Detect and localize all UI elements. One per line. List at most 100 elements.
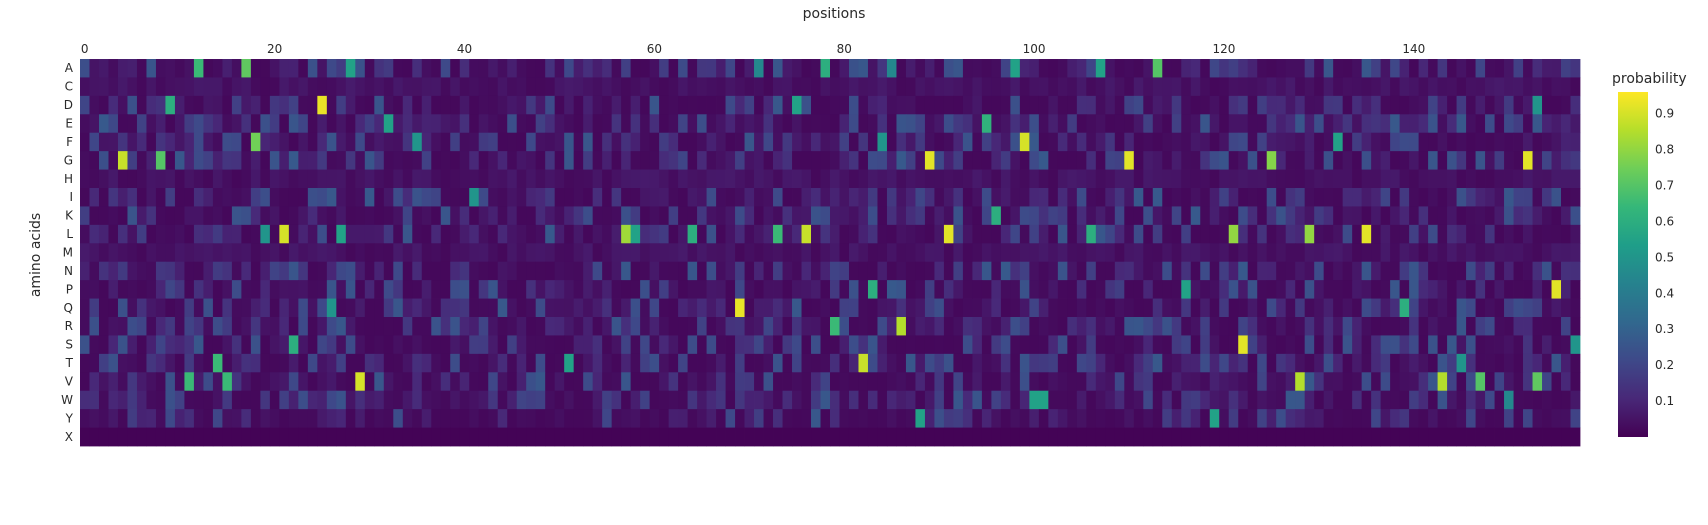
heatmap-cell bbox=[830, 280, 840, 299]
heatmap-cell bbox=[659, 261, 669, 281]
heatmap-cell bbox=[830, 353, 840, 373]
heatmap-cell bbox=[905, 95, 916, 115]
heatmap-cell bbox=[516, 132, 527, 152]
heatmap-cell bbox=[1399, 59, 1410, 78]
heatmap-cell bbox=[1067, 243, 1078, 263]
heatmap-cell bbox=[108, 188, 119, 207]
heatmap-cell bbox=[1352, 169, 1363, 189]
heatmap-cell bbox=[1076, 298, 1087, 318]
heatmap-cell bbox=[1076, 151, 1087, 170]
heatmap-cell bbox=[478, 224, 489, 244]
y-tick-label: Y bbox=[65, 411, 74, 425]
heatmap-cell bbox=[1371, 280, 1382, 299]
heatmap-cell bbox=[1333, 95, 1344, 115]
heatmap-cell bbox=[231, 188, 242, 207]
heatmap-cell bbox=[744, 224, 755, 244]
heatmap-cell bbox=[307, 427, 318, 447]
heatmap-cell bbox=[1304, 280, 1315, 299]
heatmap-cell bbox=[127, 169, 138, 189]
heatmap-cell bbox=[1504, 390, 1514, 410]
heatmap-cell bbox=[640, 298, 651, 318]
heatmap-cell bbox=[1570, 169, 1581, 189]
heatmap-cell bbox=[431, 353, 442, 373]
heatmap-cell bbox=[1029, 95, 1040, 115]
heatmap-cell bbox=[241, 188, 252, 207]
heatmap-cell bbox=[402, 169, 413, 189]
heatmap-cell bbox=[193, 59, 204, 78]
heatmap-cell bbox=[1247, 114, 1258, 134]
heatmap-cell bbox=[1285, 114, 1296, 134]
heatmap-cell bbox=[554, 298, 565, 318]
heatmap-cell bbox=[1504, 317, 1514, 336]
heatmap-cell bbox=[374, 427, 385, 447]
heatmap-cell bbox=[127, 409, 138, 428]
heatmap-cell bbox=[621, 188, 632, 207]
heatmap-cell bbox=[526, 114, 537, 134]
heatmap-cell bbox=[184, 390, 195, 410]
y-tick-label: L bbox=[66, 227, 73, 241]
heatmap-cell bbox=[1513, 243, 1524, 263]
heatmap-cell bbox=[108, 224, 119, 244]
heatmap-cell bbox=[554, 427, 565, 447]
heatmap-cell bbox=[811, 261, 821, 281]
heatmap-cell bbox=[1371, 224, 1382, 244]
heatmap-cell bbox=[488, 169, 499, 189]
heatmap-cell bbox=[1228, 280, 1239, 299]
heatmap-cell bbox=[117, 353, 128, 373]
heatmap-cell bbox=[1542, 298, 1552, 318]
heatmap-cell bbox=[1361, 335, 1372, 355]
heatmap-cell bbox=[848, 77, 859, 97]
heatmap-cell bbox=[801, 206, 812, 226]
heatmap-cell bbox=[924, 353, 935, 373]
heatmap-cell bbox=[573, 261, 584, 281]
heatmap-cell bbox=[972, 427, 983, 447]
heatmap-cell bbox=[820, 409, 831, 428]
heatmap-cell bbox=[393, 409, 404, 428]
heatmap-cell bbox=[1314, 151, 1325, 170]
heatmap-cell bbox=[1570, 188, 1581, 207]
heatmap-cell bbox=[592, 317, 603, 336]
heatmap-cell bbox=[1266, 188, 1277, 207]
heatmap-cell bbox=[1067, 372, 1078, 392]
heatmap-cell bbox=[146, 409, 157, 428]
heatmap-cell bbox=[1238, 59, 1249, 78]
heatmap-cell bbox=[1352, 77, 1363, 97]
heatmap-cell bbox=[877, 317, 888, 336]
heatmap-cell bbox=[905, 77, 916, 97]
heatmap-cell bbox=[697, 132, 707, 152]
heatmap-cell bbox=[1314, 77, 1325, 97]
heatmap-cell bbox=[469, 280, 480, 299]
heatmap-cell bbox=[905, 298, 916, 318]
heatmap-cell bbox=[193, 317, 204, 336]
heatmap-cell bbox=[602, 114, 613, 134]
heatmap-cell bbox=[155, 95, 166, 115]
heatmap-cell bbox=[962, 206, 973, 226]
heatmap-cell bbox=[972, 188, 983, 207]
heatmap-cell bbox=[383, 280, 394, 299]
heatmap-cell bbox=[317, 169, 328, 189]
heatmap-cell bbox=[326, 317, 337, 336]
heatmap-cell bbox=[326, 298, 337, 318]
heatmap-cell bbox=[1181, 243, 1192, 263]
heatmap-cell bbox=[1133, 280, 1144, 299]
heatmap-cell bbox=[193, 243, 204, 263]
heatmap-cell bbox=[535, 390, 546, 410]
heatmap-cell bbox=[355, 243, 366, 263]
heatmap-cell bbox=[1475, 372, 1486, 392]
heatmap-cell bbox=[1371, 390, 1382, 410]
heatmap-cell bbox=[1361, 298, 1372, 318]
heatmap-cell bbox=[687, 409, 698, 428]
heatmap-cell bbox=[250, 427, 261, 447]
heatmap-cell bbox=[326, 280, 337, 299]
heatmap-cell bbox=[886, 353, 897, 373]
heatmap-cell bbox=[1409, 188, 1419, 207]
heatmap-cell bbox=[1352, 390, 1363, 410]
heatmap-cell bbox=[583, 95, 594, 115]
heatmap-cell bbox=[1105, 243, 1116, 263]
heatmap-cell bbox=[1485, 261, 1495, 281]
heatmap-cell bbox=[317, 317, 328, 336]
heatmap-cell bbox=[754, 114, 764, 134]
heatmap-cell bbox=[222, 335, 233, 355]
heatmap-cell bbox=[1219, 206, 1230, 226]
heatmap-cell bbox=[744, 317, 755, 336]
